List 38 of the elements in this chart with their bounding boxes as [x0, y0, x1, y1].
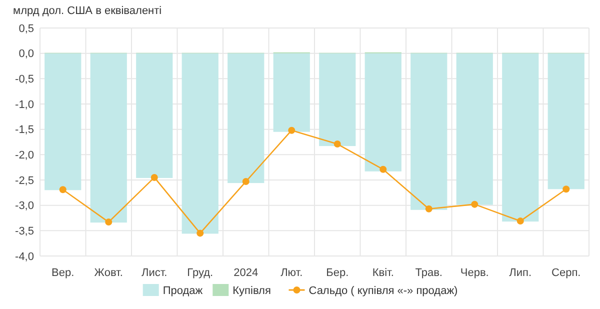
y-tick-label: -2,5	[15, 174, 34, 187]
point	[242, 178, 250, 186]
x-tick-label: 2024	[234, 266, 258, 279]
x-tick-label: Груд.	[187, 266, 214, 279]
point	[471, 200, 478, 208]
y-tick-label: -1,0	[15, 98, 34, 111]
x-tick-label: Черв.	[460, 266, 489, 279]
point	[59, 186, 66, 194]
y-tick-label: -3,0	[15, 200, 34, 212]
x-tick-label: Жовт.	[94, 266, 123, 279]
y-tick-label: 0,0	[18, 48, 34, 60]
point	[380, 166, 387, 173]
y-tick-label: -1,5	[15, 124, 34, 136]
legend-label: Продаж	[162, 284, 204, 297]
x-tick-label: Серп.	[552, 266, 581, 279]
point	[105, 218, 112, 226]
legend-label: Сальдо ( купівля «-» продаж)	[308, 284, 458, 297]
point	[516, 218, 524, 225]
point	[334, 140, 341, 148]
x-tick-label: Лист.	[142, 266, 168, 279]
y-axis-title: млрд дол. США в еквіваленті	[13, 5, 162, 17]
point	[562, 186, 570, 193]
x-tick-label: Бер.	[326, 266, 349, 279]
y-tick-label: -3,5	[15, 226, 34, 238]
legend-label: Купівля	[232, 284, 271, 297]
y-tick-label: 0,5	[18, 22, 34, 35]
y-tick-label: -0,5	[15, 74, 34, 86]
x-tick-label: Лип.	[509, 266, 532, 279]
point	[425, 205, 432, 212]
x-tick-label: Вер.	[52, 266, 74, 279]
y-tick-label: -2,0	[15, 150, 34, 162]
point	[196, 230, 204, 237]
y-tick-label: -4,0	[15, 250, 34, 263]
x-tick-label: Трав.	[415, 266, 442, 279]
point	[150, 174, 158, 181]
x-tick-label: Лют.	[280, 266, 303, 279]
point	[288, 126, 296, 134]
x-tick-label: Квіт.	[372, 266, 394, 279]
